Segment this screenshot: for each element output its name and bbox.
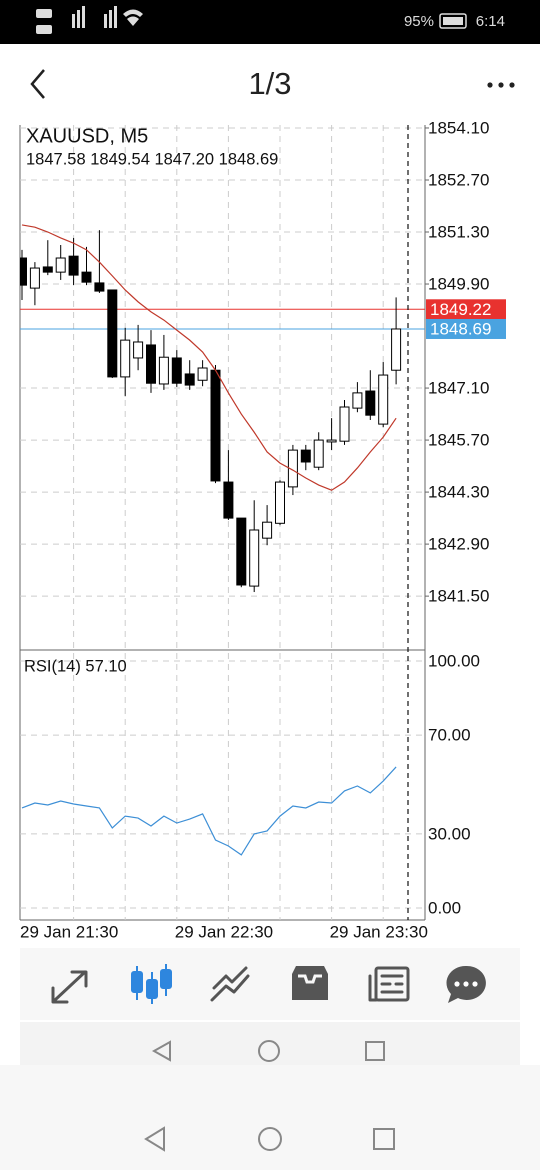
candle-body	[352, 392, 363, 409]
y-tick-label: 1844.30	[428, 483, 489, 502]
rsi-tick-label: 100.00	[428, 651, 480, 670]
candle-body	[120, 339, 131, 378]
price-tag	[426, 318, 506, 339]
rsi-line	[21, 766, 397, 856]
trend-icon[interactable]	[210, 966, 250, 1002]
y-tick-label: 1849.90	[428, 275, 489, 294]
candle-body	[197, 367, 208, 381]
candle-body	[171, 357, 182, 384]
chart-icon[interactable]	[131, 964, 172, 1004]
chart-symbol: XAUUSD, M5	[26, 125, 148, 147]
history-icon[interactable]	[292, 966, 328, 1000]
candle-body	[262, 521, 273, 539]
candle-body	[326, 439, 337, 443]
candle-body	[378, 374, 389, 425]
page-title: 1/3	[248, 66, 291, 101]
x-tick-label: 29 Jan 22:30	[175, 922, 273, 941]
chart-layer: 1854.10 1852.70 1851.30 1849.90 1847.10 1845.…	[20, 118, 506, 941]
candle-body	[300, 449, 311, 463]
inner-back[interactable]	[151, 1040, 171, 1062]
inner-recents[interactable]	[365, 1041, 385, 1061]
candle-body	[275, 481, 285, 524]
battery-icon	[439, 13, 467, 29]
candle-body	[223, 481, 234, 519]
rsi-tick-label: 70.00	[428, 726, 471, 745]
trade-icon[interactable]	[51, 970, 88, 1004]
news-icon[interactable]	[368, 966, 410, 1002]
candle-body	[236, 517, 247, 586]
candle-body	[42, 266, 53, 273]
nav-home[interactable]	[258, 1127, 282, 1151]
y-tick-label: 1854.10	[428, 118, 489, 137]
more-button[interactable]	[487, 82, 515, 88]
nav-bar	[0, 1065, 540, 1170]
price-tag	[426, 299, 506, 320]
candle-body	[158, 356, 169, 385]
chat-icon[interactable]	[446, 965, 486, 1003]
inner-home[interactable]	[258, 1040, 280, 1062]
y-tick-label: 1845.70	[428, 431, 489, 450]
toolbar	[20, 948, 520, 1020]
price-plot	[20, 224, 425, 593]
moving-average	[21, 224, 397, 491]
candle-body	[287, 449, 298, 488]
candle-body	[107, 289, 118, 378]
candle-body	[29, 267, 40, 289]
battery-level	[443, 17, 463, 25]
ohlc-info: 1847.58 1849.54 1847.20 1848.69	[26, 150, 278, 168]
candle-body	[391, 328, 402, 371]
nav-back[interactable]	[144, 1126, 165, 1152]
x-tick-label: 29 Jan 23:30	[330, 922, 428, 941]
candle-body	[20, 257, 27, 286]
y-tick-label: 1852.70	[428, 170, 489, 189]
candle-body	[55, 257, 66, 273]
candle-body	[146, 344, 156, 384]
rsi-title: RSI(14) 57.10	[24, 657, 127, 675]
nav-recents[interactable]	[373, 1128, 395, 1150]
rsi-tick-label: 30.00	[428, 824, 471, 843]
candle-body	[365, 390, 376, 416]
y-tick-label: 1842.90	[428, 535, 489, 554]
candle-body	[313, 439, 324, 468]
y-tick-label: 1847.10	[428, 379, 489, 398]
y-tick-label: 1841.50	[428, 587, 489, 606]
candle-body	[94, 282, 105, 292]
price-tag-label: 1849.22	[430, 300, 491, 319]
candle-body	[133, 341, 144, 359]
clock: 6:14	[476, 13, 505, 30]
y-tick-label: 1851.30	[428, 222, 489, 241]
candle-body	[210, 369, 221, 482]
x-tick-label: 29 Jan 21:30	[20, 922, 118, 941]
price-tag-label: 1848.69	[430, 319, 491, 338]
signal-icons	[36, 6, 143, 34]
inner-nav-bar	[20, 1022, 520, 1065]
candle-body	[81, 271, 92, 283]
rsi-tick-label: 0.00	[428, 898, 461, 917]
back-button[interactable]	[30, 69, 45, 99]
battery-percent: 95%	[404, 13, 434, 30]
candle-body	[339, 406, 350, 442]
candle-body	[184, 373, 195, 386]
candle-body	[249, 529, 260, 587]
candle-body	[68, 255, 79, 276]
